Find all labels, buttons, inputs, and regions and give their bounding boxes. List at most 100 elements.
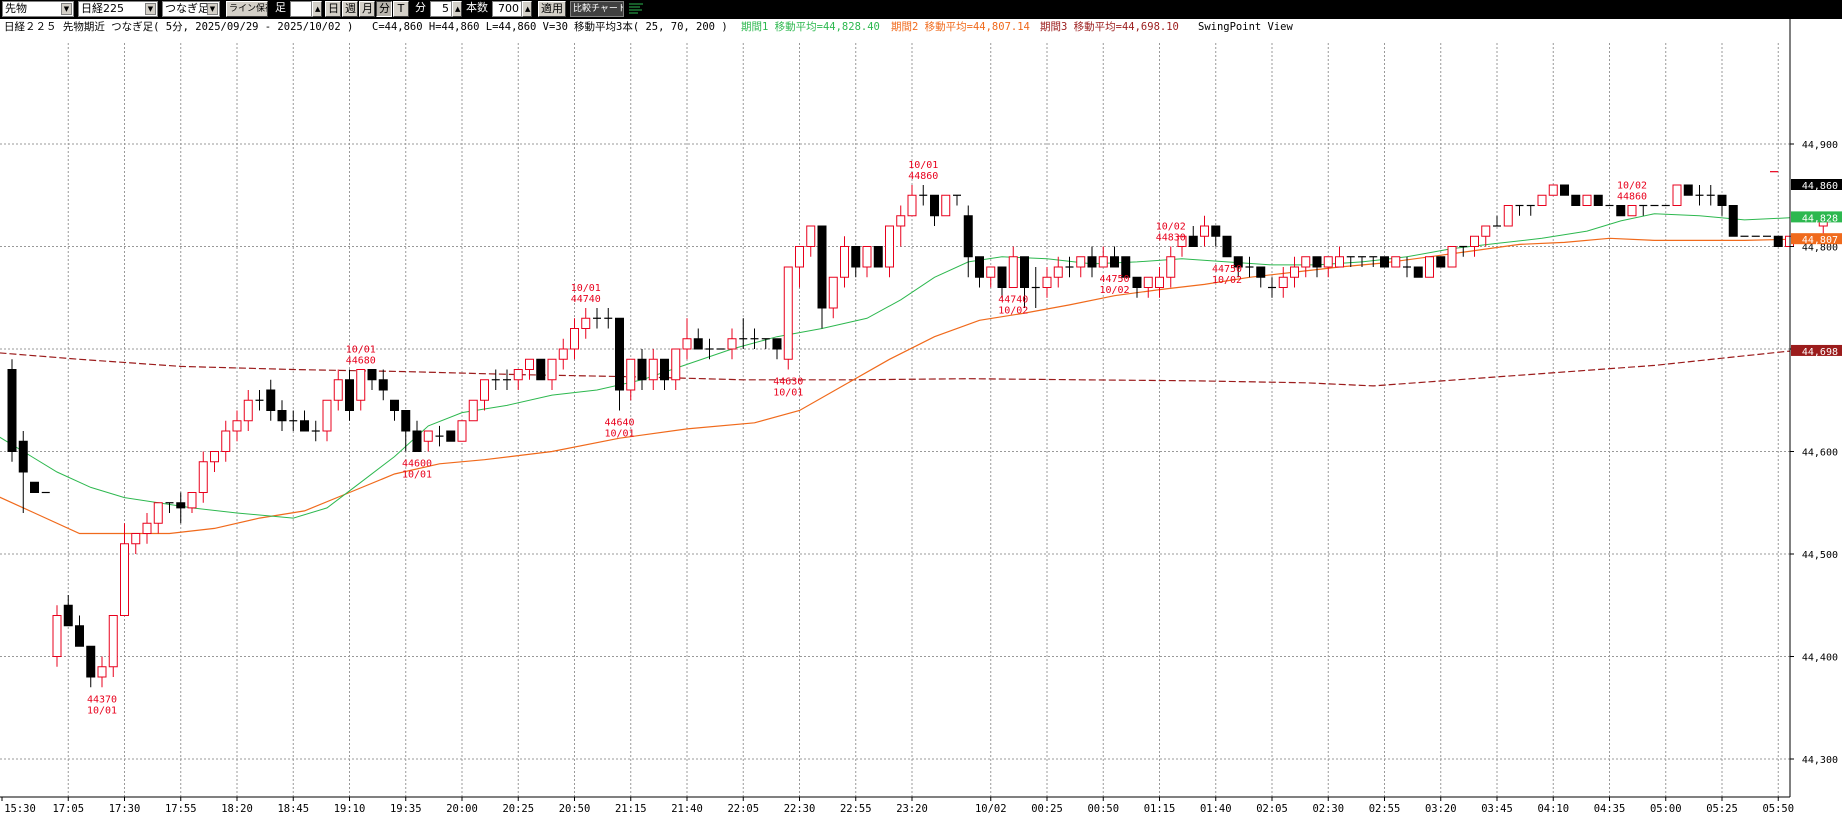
swing-label-top: 10/02 xyxy=(1156,222,1186,233)
candle xyxy=(1537,194,1547,206)
x-tick-label: 18:45 xyxy=(277,803,309,815)
ma3-line xyxy=(0,350,1790,387)
candle-body xyxy=(1222,235,1232,258)
candle xyxy=(1053,256,1063,288)
candle xyxy=(1773,235,1783,247)
price-chart[interactable]: 4437010/0110/01446804460010/0110/0144740… xyxy=(0,19,1842,817)
candle xyxy=(1526,204,1535,216)
apply-button[interactable]: 適用 xyxy=(538,1,566,17)
candle xyxy=(761,338,770,349)
candle-body xyxy=(390,399,399,411)
candle xyxy=(1155,267,1164,298)
candle xyxy=(1582,194,1592,206)
minute-input[interactable]: 5 xyxy=(430,1,452,17)
swing-label-bottom: 10/02 xyxy=(1212,275,1242,286)
day-button[interactable]: 日 xyxy=(325,1,341,17)
candle xyxy=(1222,235,1232,258)
swing-label-top: 44600 xyxy=(402,459,432,470)
candle xyxy=(153,502,163,534)
candle-body xyxy=(806,225,816,247)
bars-input[interactable]: 700 xyxy=(492,1,522,17)
minute-spinner[interactable]: ▲ xyxy=(452,1,462,17)
symbol-select[interactable]: 日経225 ▼ xyxy=(78,1,158,17)
candle-body xyxy=(1571,194,1581,206)
type-select[interactable]: つなぎ足 ▼ xyxy=(162,1,220,17)
x-tick-label: 15:30 xyxy=(4,803,36,815)
x-tick-label: 19:35 xyxy=(390,803,422,815)
minute-label: 分 xyxy=(415,1,426,14)
candle xyxy=(1695,185,1704,206)
candle-body xyxy=(412,430,422,452)
candle-body xyxy=(176,502,186,509)
candle-body xyxy=(221,430,231,452)
month-button[interactable]: 月 xyxy=(359,1,375,17)
candle xyxy=(1672,184,1682,206)
chart-title: 日経２２５ 先物期近 つなぎ足( 5分, 2025/09/29 - 2025/1… xyxy=(4,20,353,33)
candle xyxy=(1358,256,1366,267)
badge-ma3: 44,698 xyxy=(1791,344,1842,358)
candle xyxy=(1098,246,1108,268)
candle-body xyxy=(30,481,39,493)
y-tick-label: 44,800 xyxy=(1802,243,1838,254)
badge-current-text: 44,860 xyxy=(1802,181,1838,192)
candle-body xyxy=(1380,256,1389,268)
period-input[interactable] xyxy=(290,1,312,17)
week-button[interactable]: 週 xyxy=(342,1,358,17)
indicator-icon[interactable] xyxy=(628,1,644,17)
candle-body xyxy=(997,266,1007,288)
candle-body xyxy=(131,533,141,545)
ma2-layer xyxy=(0,237,1790,535)
bars-spinner[interactable]: ▲ xyxy=(522,1,532,17)
candle-body xyxy=(1143,276,1153,288)
candle xyxy=(660,358,669,390)
candle-body xyxy=(1413,266,1423,278)
candle xyxy=(289,410,298,431)
candle xyxy=(75,615,84,647)
x-tick-label: 22:30 xyxy=(784,803,816,815)
candle xyxy=(435,425,444,447)
candle xyxy=(165,502,174,513)
x-tick-label: 18:20 xyxy=(221,803,253,815)
candle xyxy=(783,266,793,370)
candle xyxy=(1200,215,1209,247)
compare-chart-button[interactable]: 比較チャート xyxy=(570,1,624,17)
candle xyxy=(221,420,231,462)
x-tick-label: 04:35 xyxy=(1594,803,1626,815)
candle xyxy=(885,225,894,278)
chevron-down-icon: ▼ xyxy=(207,3,218,15)
x-tick-label: 00:25 xyxy=(1031,803,1063,815)
candle-body xyxy=(1391,256,1401,268)
minute-button[interactable]: 分 xyxy=(376,1,392,17)
candle xyxy=(333,369,343,411)
candle-body xyxy=(1087,256,1097,268)
candle xyxy=(873,246,883,268)
candle-body xyxy=(232,420,242,432)
candle-body xyxy=(682,338,692,350)
x-tick-label: 05:50 xyxy=(1762,803,1794,815)
save-line-button[interactable]: ライン保存 xyxy=(226,1,268,17)
tick-button[interactable]: T xyxy=(393,1,409,17)
candle xyxy=(1459,245,1468,257)
candle-body xyxy=(671,348,681,381)
bars-label: 本数 xyxy=(466,1,488,14)
candle-body xyxy=(1616,205,1626,217)
candle-body xyxy=(1560,184,1569,196)
candle xyxy=(693,328,703,350)
candle-body xyxy=(986,266,996,278)
x-tick-label: 05:25 xyxy=(1706,803,1738,815)
y-tick-label: 44,900 xyxy=(1802,140,1838,151)
candle xyxy=(1042,267,1052,298)
candle-body xyxy=(120,543,129,616)
market-select[interactable]: 先物 ▼ xyxy=(2,1,74,17)
candle xyxy=(739,318,748,349)
candle-body xyxy=(615,317,624,391)
candle-body xyxy=(75,625,84,647)
candle-body xyxy=(1728,205,1738,237)
candle-body xyxy=(547,358,557,381)
candle xyxy=(1211,225,1221,247)
candle-body xyxy=(367,369,377,381)
candle xyxy=(198,451,208,503)
period-spinner[interactable]: ▲ xyxy=(312,1,322,17)
candle xyxy=(503,369,511,390)
candle-body xyxy=(333,379,343,401)
